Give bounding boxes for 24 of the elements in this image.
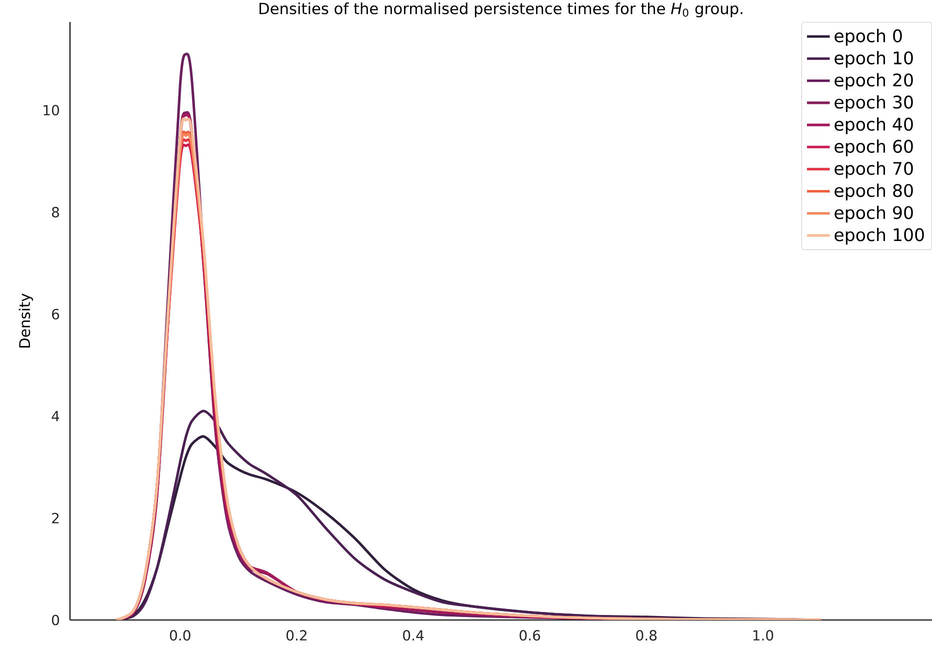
x-tick-label: 1.0	[753, 630, 774, 641]
x-tick-label: 0.8	[636, 630, 657, 641]
y-tick-label: 10	[44, 104, 60, 116]
legend-label: epoch 70	[834, 162, 913, 178]
x-tick-label: 0.2	[286, 630, 306, 641]
legend-label: epoch 90	[834, 206, 913, 223]
legend-label: epoch 60	[834, 139, 913, 156]
x-tick-label: 0.4	[403, 630, 424, 641]
legend-label: epoch 80	[834, 184, 913, 200]
x-tick-label: 0.0	[170, 630, 190, 641]
legend-label: epoch 100	[834, 228, 924, 245]
legend-label: epoch 0	[834, 28, 902, 46]
y-axis-title: Density	[18, 294, 33, 348]
y-tick-label: 2	[52, 512, 59, 524]
legend-label: epoch 40	[834, 117, 913, 134]
legend-label: epoch 10	[834, 51, 913, 68]
y-tick-label: 4	[52, 410, 60, 422]
y-tick-label: 8	[52, 206, 59, 218]
chart-title: Densities of the normalised persistence times for the H$_{0}$ group.	[260, 2, 742, 18]
x-tick-label: 0.6	[520, 630, 540, 641]
legend-label: epoch 20	[834, 73, 913, 90]
y-tick-label: 6	[52, 308, 60, 320]
legend-label: epoch 30	[834, 95, 913, 112]
y-tick-label: 0	[52, 614, 60, 626]
